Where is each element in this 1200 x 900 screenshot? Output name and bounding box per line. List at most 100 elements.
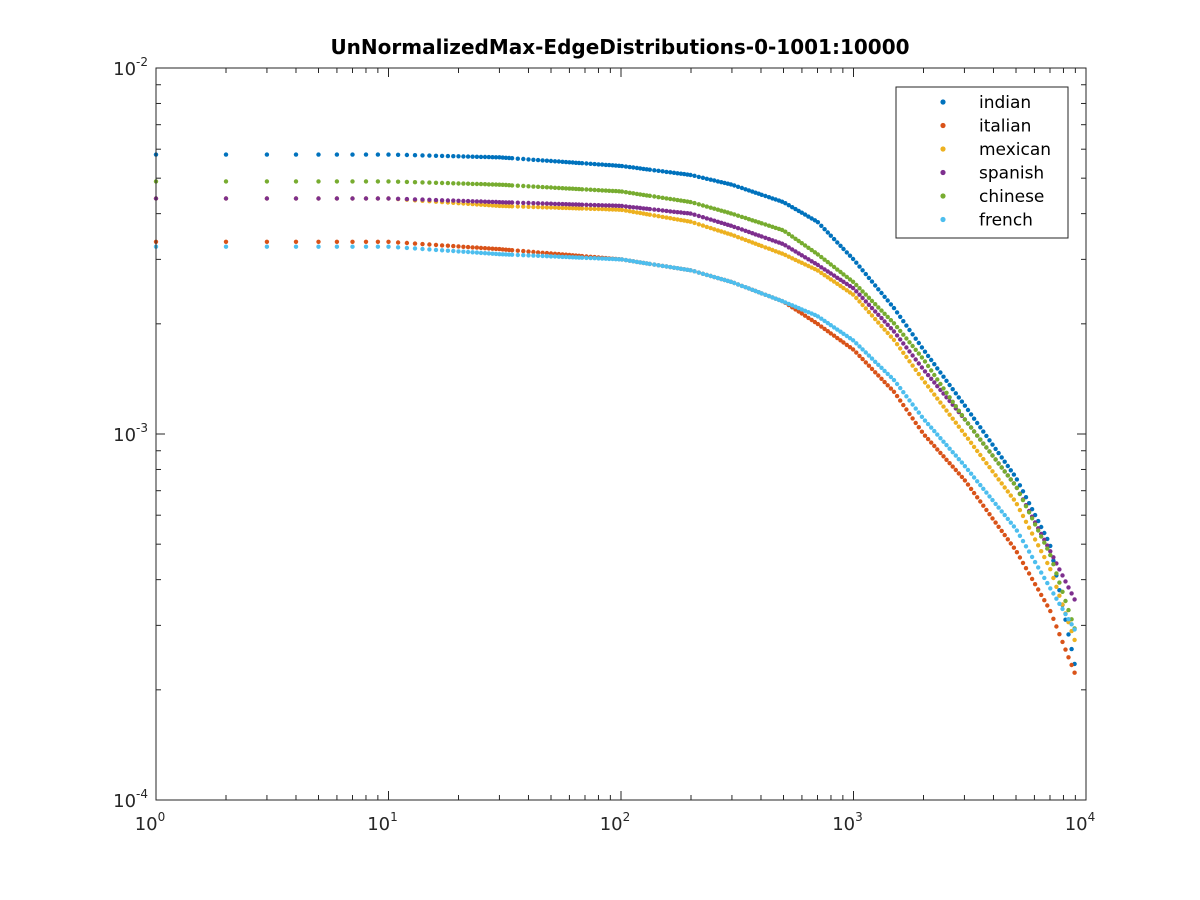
mexican-point xyxy=(613,207,618,212)
chinese-point xyxy=(478,181,484,187)
french-point xyxy=(526,253,531,258)
indian-point xyxy=(490,155,495,160)
chinese-point xyxy=(363,179,369,184)
spanish-point xyxy=(526,200,531,206)
mexican-point xyxy=(500,203,505,209)
mexican-point xyxy=(766,246,772,251)
french-point xyxy=(678,266,684,271)
spanish-point xyxy=(944,395,949,400)
indian-point xyxy=(935,366,940,371)
indian-point xyxy=(350,152,355,157)
french-point xyxy=(999,509,1004,514)
italian-point xyxy=(433,242,439,248)
italian-point xyxy=(1008,541,1013,546)
spanish-point xyxy=(739,227,745,232)
italian-point xyxy=(844,342,849,348)
indian-point xyxy=(708,177,713,182)
mexican-point xyxy=(675,217,680,222)
chinese-point xyxy=(984,445,989,450)
spanish-point xyxy=(596,203,601,208)
french-point xyxy=(925,421,931,427)
italian-point xyxy=(885,383,890,388)
spanish-point xyxy=(898,337,903,342)
french-point xyxy=(770,295,775,300)
mexican-point xyxy=(478,202,484,207)
french-point xyxy=(465,249,471,255)
italian-point xyxy=(916,425,921,430)
mexican-point xyxy=(656,214,661,219)
chinese-point xyxy=(579,187,585,192)
indian-point xyxy=(652,168,657,173)
spanish-point xyxy=(461,198,466,204)
french-point xyxy=(652,262,657,267)
french-point xyxy=(919,414,925,419)
indian-point xyxy=(809,216,814,221)
spanish-point xyxy=(822,267,827,272)
french-point xyxy=(975,479,980,484)
mexican-point xyxy=(692,220,697,226)
indian-point xyxy=(746,188,752,193)
chinese-point xyxy=(739,214,745,220)
spanish-point xyxy=(404,196,410,202)
spanish-point xyxy=(293,196,299,201)
indian-point xyxy=(925,353,931,359)
mexican-point xyxy=(904,354,909,360)
chinese-point xyxy=(490,182,495,187)
french-point xyxy=(873,359,878,364)
spanish-point xyxy=(579,202,585,207)
french-point xyxy=(965,467,971,473)
indian-point xyxy=(461,154,466,159)
spanish-point xyxy=(535,201,541,206)
french-point xyxy=(1066,617,1071,622)
chinese-point xyxy=(894,324,900,330)
chinese-point xyxy=(671,197,677,202)
mexican-point xyxy=(1002,485,1007,490)
spanish-point xyxy=(334,196,340,201)
indian-point xyxy=(474,154,480,159)
french-point xyxy=(1048,586,1053,591)
mexican-point xyxy=(610,207,615,212)
indian-point xyxy=(563,159,569,165)
spanish-point xyxy=(634,205,640,210)
french-point xyxy=(759,291,764,296)
spanish-point xyxy=(704,216,709,221)
french-point xyxy=(433,247,439,253)
spanish-point xyxy=(766,236,772,242)
legend-marker-mexican xyxy=(940,146,946,152)
indian-point xyxy=(919,345,925,350)
chinese-point xyxy=(465,181,471,186)
chinese-point xyxy=(386,179,391,184)
french-point xyxy=(613,257,618,262)
french-point xyxy=(708,273,713,279)
mexican-point xyxy=(941,404,946,409)
indian-point xyxy=(971,416,977,421)
spanish-point xyxy=(678,210,684,215)
french-point xyxy=(715,275,721,281)
spanish-point xyxy=(863,299,868,304)
chinese-point xyxy=(885,314,890,320)
french-point xyxy=(627,258,632,263)
spanish-point xyxy=(660,208,665,213)
mexican-point xyxy=(773,249,778,254)
indian-point xyxy=(728,182,734,187)
spanish-point xyxy=(876,312,881,317)
chinese-point xyxy=(901,332,906,337)
mexican-point xyxy=(844,288,849,293)
chinese-point xyxy=(759,221,764,226)
french-point xyxy=(913,406,918,411)
indian-point xyxy=(944,378,949,383)
spanish-point xyxy=(815,262,821,268)
indian-point xyxy=(540,158,545,163)
indian-point xyxy=(876,287,881,292)
chinese-point xyxy=(1048,552,1053,558)
french-point xyxy=(953,453,958,458)
french-point xyxy=(1014,528,1020,533)
chinese-point xyxy=(783,229,788,234)
french-point xyxy=(993,501,998,507)
mexican-point xyxy=(759,243,764,249)
indian-point xyxy=(815,220,821,225)
indian-point xyxy=(828,233,833,238)
indian-point xyxy=(978,425,983,430)
mexican-point xyxy=(922,380,928,385)
indian-point xyxy=(548,158,554,164)
